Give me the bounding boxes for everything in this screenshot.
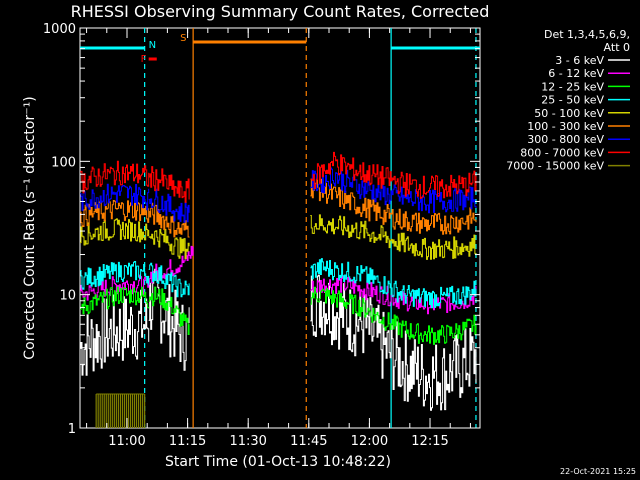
- flag-label: F: [141, 54, 147, 65]
- y-axis-label: Corrected Count Rate (s⁻¹ detector⁻¹): [22, 96, 38, 359]
- series-line: [148, 286, 190, 335]
- footer-timestamp: 22-Oct-2021 15:25: [560, 467, 636, 476]
- legend-header-line-2: Att 0: [604, 41, 630, 54]
- flag-label: N: [149, 40, 156, 51]
- legend-entry-label: 7000 - 15000 keV: [506, 160, 604, 173]
- plot-frame: [79, 27, 481, 429]
- series-line: [80, 183, 150, 211]
- legend-entry-label: 50 - 100 keV: [534, 107, 604, 120]
- flag-label: S: [180, 33, 186, 44]
- series-line: [310, 178, 477, 235]
- series-line: [148, 262, 190, 298]
- x-tick-label: 11:45: [290, 434, 327, 449]
- y-tick-label: 10: [59, 289, 76, 304]
- series-line: [148, 228, 190, 260]
- x-tick-label: 12:00: [351, 434, 388, 449]
- series-line: [310, 167, 477, 214]
- series-layer: [80, 151, 477, 428]
- legend-entry-label: 800 - 7000 keV: [520, 146, 604, 159]
- y-tick-label: 1: [68, 422, 76, 437]
- legend-entry-label: 6 - 12 keV: [548, 67, 604, 80]
- series-line: [310, 274, 477, 411]
- series-line: [80, 218, 150, 246]
- legend-entry-label: 100 - 300 keV: [527, 120, 604, 133]
- legend-entry-label: 300 - 800 keV: [527, 133, 604, 146]
- chart-title: RHESSI Observing Summary Count Rates, Co…: [71, 2, 490, 21]
- x-axis-label: Start Time (01-Oct-13 10:48:22): [165, 454, 391, 470]
- series-line: [310, 274, 477, 315]
- series-line: [310, 258, 477, 309]
- series-line: [80, 200, 150, 227]
- series-line: [80, 160, 150, 194]
- series-line: [310, 214, 477, 260]
- series-line: [148, 166, 190, 203]
- x-tick-label: 11:30: [229, 434, 266, 449]
- legend-entry-label: 12 - 25 keV: [541, 80, 604, 93]
- series-line: [80, 261, 150, 290]
- series-line: [148, 202, 190, 238]
- series-line: [80, 286, 150, 315]
- legend-entry-label: 25 - 50 keV: [541, 94, 604, 107]
- series-line: [80, 289, 150, 376]
- series-line: [310, 286, 477, 345]
- x-tick-label: 11:15: [169, 434, 206, 449]
- y-tick-label: 1000: [43, 22, 76, 37]
- x-tick-label: 11:00: [108, 434, 145, 449]
- legend-header-line-1: Det 1,3,4,5,6,9,: [544, 28, 630, 41]
- series-line: [80, 274, 150, 301]
- legend-entry-label: 3 - 6 keV: [555, 54, 604, 67]
- x-tick-label: 12:15: [411, 434, 448, 449]
- series-line: [310, 151, 477, 199]
- series-line: [148, 188, 190, 223]
- plot-area: NF S: [79, 27, 481, 429]
- y-tick-label: 100: [51, 155, 76, 170]
- y-axis: 1 10 100 1000: [43, 22, 480, 437]
- x-axis: 11:00 11:15 11:30 11:45 12:00 12:15: [86, 28, 471, 449]
